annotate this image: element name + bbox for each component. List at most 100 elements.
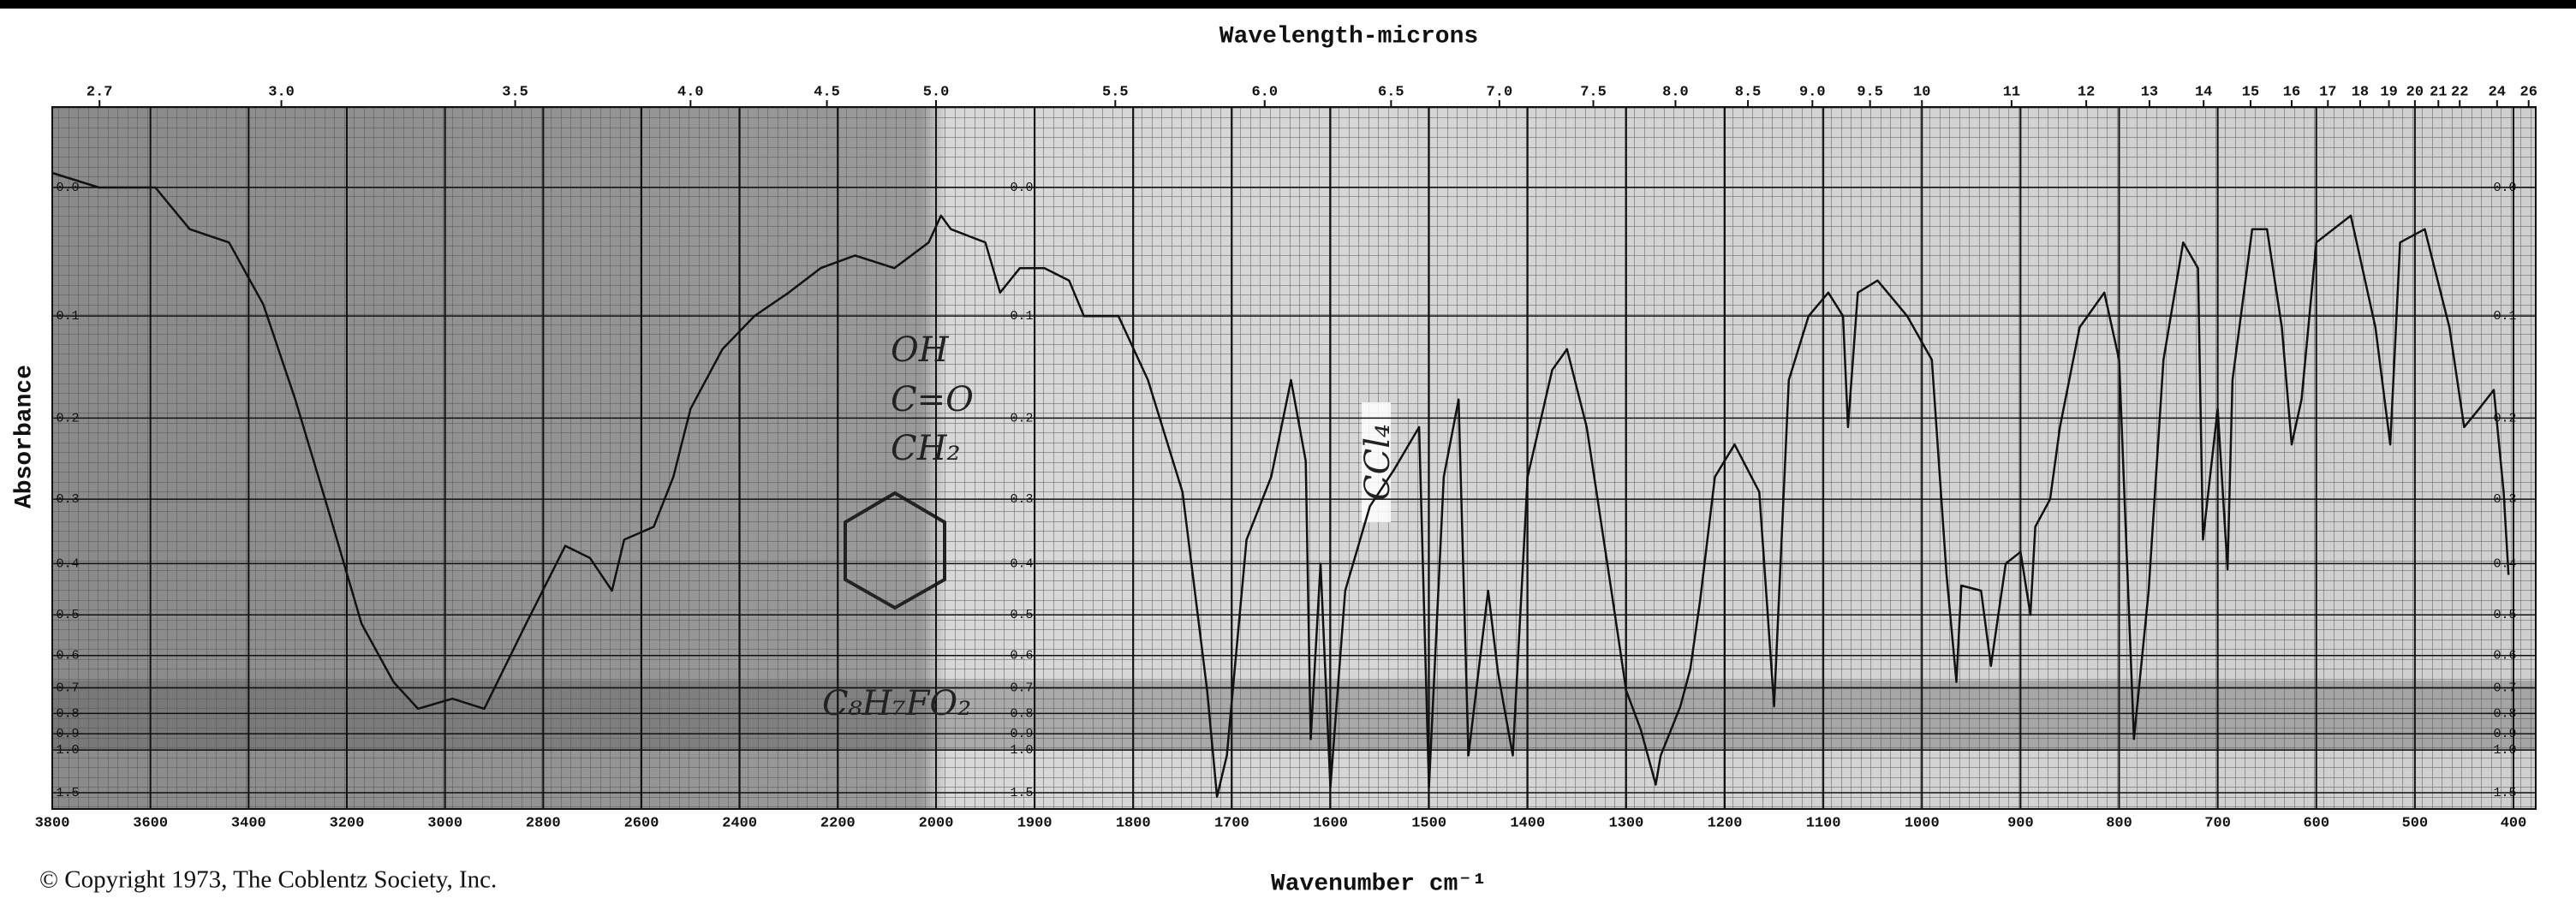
y-tick-label: 0.5 <box>2493 608 2516 622</box>
x-tick-label: 500 <box>2402 815 2429 831</box>
y-tick-label: 1.5 <box>56 786 79 800</box>
y-tick-label: 0.4 <box>56 556 79 571</box>
x-tick-label: 2800 <box>526 815 561 831</box>
x2-tick-label: 10 <box>1913 84 1930 100</box>
x2-tick-label: 6.0 <box>1251 84 1278 100</box>
y-tick-label: 0.8 <box>2493 706 2516 721</box>
y-tick-label: 1.0 <box>1010 743 1033 758</box>
x-tick-label: 1000 <box>1905 815 1940 831</box>
x-tick-label: 600 <box>2303 815 2329 831</box>
x2-tick-label: 9.5 <box>1857 84 1883 100</box>
x-tick-label: 2400 <box>722 815 757 831</box>
dark-band <box>52 681 2536 751</box>
annotation: CH₂ <box>891 429 961 468</box>
x-tick-label: 1300 <box>1608 815 1643 831</box>
x-tick-label: 700 <box>2204 815 2231 831</box>
x2-axis-label: Wavelength-microns <box>1219 23 1478 50</box>
x2-tick-label: 22 <box>2451 84 2468 100</box>
x2-tick-label: 24 <box>2489 84 2506 100</box>
y-tick-label: 0.9 <box>1010 727 1033 741</box>
y-tick-label: 0.8 <box>1010 706 1033 721</box>
y-tick-label: 0.4 <box>1010 556 1033 571</box>
x2-tick-label: 3.0 <box>268 84 295 100</box>
graph-paper <box>52 107 2536 809</box>
x2-tick-label: 16 <box>2283 84 2300 100</box>
annotation: OH <box>891 330 950 370</box>
x2-tick-label: 3.5 <box>502 84 528 100</box>
x2-tick-label: 14 <box>2195 84 2212 100</box>
spectrum-line <box>51 171 2510 798</box>
x2-tick-label: 7.0 <box>1487 84 1513 100</box>
x2-tick-label: 5.5 <box>1102 84 1129 100</box>
x-tick-label: 900 <box>2007 815 2034 831</box>
x-tick-label: 1200 <box>1708 815 1743 831</box>
x-tick-label: 3800 <box>35 815 70 831</box>
y-tick-label: 0.6 <box>1010 649 1033 663</box>
x2-tick-label: 4.5 <box>814 84 840 100</box>
y-tick-label: 0.1 <box>1010 309 1033 324</box>
annotation: C=O <box>891 380 974 419</box>
x2-tick-label: 20 <box>2406 84 2424 100</box>
y-tick-label: 0.0 <box>2493 181 2516 195</box>
y-tick-label: 0.1 <box>2493 309 2516 324</box>
y-tick-label: 1.0 <box>2493 743 2516 758</box>
y-tick-label: 0.1 <box>56 309 79 324</box>
x-tick-label: 1800 <box>1116 815 1151 831</box>
x-tick-label: 2000 <box>919 815 954 831</box>
x-tick-label: 2200 <box>820 815 856 831</box>
y-tick-label: 1.5 <box>2493 786 2516 800</box>
x-tick-label: 3200 <box>330 815 365 831</box>
y-tick-label: 0.3 <box>1010 492 1033 507</box>
x2-tick-label: 17 <box>2319 84 2336 100</box>
x2-tick-label: 11 <box>2003 84 2020 100</box>
x-tick-label: 1400 <box>1510 815 1545 831</box>
x-tick-label: 2600 <box>624 815 659 831</box>
x2-tick-label: 2.7 <box>86 84 113 100</box>
y-tick-label: 0.2 <box>2493 411 2516 425</box>
y-tick-label: 0.7 <box>1010 681 1033 695</box>
benzene-sketch <box>844 491 946 610</box>
y-tick-label: 0.7 <box>2493 681 2516 695</box>
y-tick-label: 0.2 <box>56 411 79 425</box>
annotation: CCl₄ <box>1358 424 1398 501</box>
annotation-box <box>1362 402 1391 522</box>
x2-tick-label: 9.0 <box>1799 84 1826 100</box>
x-tick-label: 3600 <box>133 815 168 831</box>
x2-tick-label: 5.0 <box>923 84 950 100</box>
x2-tick-label: 8.5 <box>1735 84 1762 100</box>
annotation: C₈H₇FO₂ <box>822 684 971 723</box>
copyright: © Copyright 1973, The Coblentz Society, … <box>39 866 497 894</box>
x2-tick-label: 15 <box>2242 84 2259 100</box>
x-tick-label: 800 <box>2106 815 2132 831</box>
x-tick-label: 1100 <box>1806 815 1841 831</box>
y-tick-label: 0.6 <box>56 649 79 663</box>
y-tick-label: 0.5 <box>56 608 79 622</box>
x-axis-label: Wavenumber cm⁻¹ <box>1271 871 1487 897</box>
y-tick-label: 0.0 <box>56 181 79 195</box>
x2-tick-label: 6.5 <box>1378 84 1404 100</box>
y-tick-label: 0.9 <box>2493 727 2516 741</box>
y-tick-label: 0.7 <box>56 681 79 695</box>
y-tick-label: 0.5 <box>1010 608 1033 622</box>
y-tick-label: 0.3 <box>56 492 79 507</box>
x-tick-label: 400 <box>2501 815 2527 831</box>
x2-tick-label: 26 <box>2520 84 2537 100</box>
x2-tick-label: 18 <box>2352 84 2369 100</box>
x2-tick-label: 21 <box>2430 84 2447 100</box>
y-tick-label: 0.4 <box>2493 556 2516 571</box>
y-axis-label: Absorbance <box>11 365 38 508</box>
y-tick-label: 0.8 <box>56 706 79 721</box>
x-tick-label: 1900 <box>1017 815 1052 831</box>
x-tick-label: 3400 <box>231 815 266 831</box>
x2-tick-label: 8.0 <box>1662 84 1689 100</box>
x-tick-label: 3000 <box>427 815 462 831</box>
x2-tick-label: 19 <box>2380 84 2397 100</box>
x2-tick-label: 4.0 <box>677 84 704 100</box>
y-tick-label: 1.5 <box>1010 786 1033 800</box>
top-border <box>0 0 2576 9</box>
y-tick-label: 0.2 <box>1010 411 1033 425</box>
x-tick-label: 1600 <box>1313 815 1348 831</box>
x2-tick-label: 13 <box>2141 84 2158 100</box>
y-tick-label: 0.0 <box>1010 181 1033 195</box>
